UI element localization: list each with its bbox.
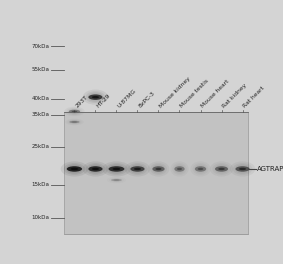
Text: 15kDa: 15kDa	[31, 182, 50, 187]
Text: 35kDa: 35kDa	[31, 112, 50, 117]
Ellipse shape	[67, 166, 82, 172]
Ellipse shape	[64, 163, 85, 175]
Ellipse shape	[92, 168, 99, 170]
Ellipse shape	[83, 89, 108, 105]
Ellipse shape	[108, 166, 125, 172]
Text: 25kDa: 25kDa	[31, 144, 50, 149]
Ellipse shape	[108, 164, 125, 174]
Text: Mouse kidney: Mouse kidney	[158, 76, 191, 109]
Ellipse shape	[83, 161, 108, 177]
Text: 40kDa: 40kDa	[31, 97, 50, 101]
Text: HT-29: HT-29	[95, 93, 111, 109]
Text: 55kDa: 55kDa	[31, 68, 50, 72]
Text: Rat kidney: Rat kidney	[222, 83, 248, 109]
Text: AGTRAP: AGTRAP	[257, 166, 283, 172]
Ellipse shape	[102, 161, 131, 177]
Text: 10kDa: 10kDa	[31, 215, 50, 220]
FancyBboxPatch shape	[64, 112, 248, 234]
Ellipse shape	[112, 168, 121, 170]
Ellipse shape	[125, 161, 150, 177]
Ellipse shape	[195, 166, 206, 172]
Ellipse shape	[114, 180, 119, 181]
Ellipse shape	[130, 166, 145, 172]
Text: 70kDa: 70kDa	[31, 44, 50, 49]
Ellipse shape	[235, 166, 250, 172]
Ellipse shape	[92, 96, 99, 98]
Text: 8xPC-3: 8xPC-3	[138, 91, 156, 109]
Ellipse shape	[71, 168, 78, 170]
Ellipse shape	[66, 164, 83, 174]
Ellipse shape	[239, 168, 246, 170]
Text: 293T: 293T	[74, 95, 89, 109]
Ellipse shape	[69, 110, 80, 113]
Ellipse shape	[85, 163, 105, 175]
Ellipse shape	[130, 164, 145, 174]
Ellipse shape	[174, 166, 185, 172]
Ellipse shape	[198, 168, 203, 170]
Text: Mouse heart: Mouse heart	[200, 79, 231, 109]
Text: U-87MG: U-87MG	[117, 88, 137, 109]
Ellipse shape	[128, 163, 147, 175]
Ellipse shape	[72, 111, 77, 112]
Ellipse shape	[69, 121, 80, 123]
Ellipse shape	[111, 179, 122, 181]
Ellipse shape	[155, 168, 162, 170]
Ellipse shape	[218, 168, 225, 170]
Ellipse shape	[215, 166, 228, 172]
Ellipse shape	[88, 95, 102, 100]
Ellipse shape	[72, 121, 77, 122]
Ellipse shape	[88, 164, 103, 174]
Text: Rat heart: Rat heart	[243, 86, 266, 109]
Ellipse shape	[85, 91, 105, 103]
Ellipse shape	[177, 168, 182, 170]
Ellipse shape	[61, 161, 88, 177]
Ellipse shape	[153, 166, 165, 172]
Ellipse shape	[134, 168, 141, 170]
Ellipse shape	[88, 166, 102, 172]
Ellipse shape	[88, 92, 103, 102]
Ellipse shape	[105, 163, 128, 175]
Text: Mouse testis: Mouse testis	[179, 79, 210, 109]
